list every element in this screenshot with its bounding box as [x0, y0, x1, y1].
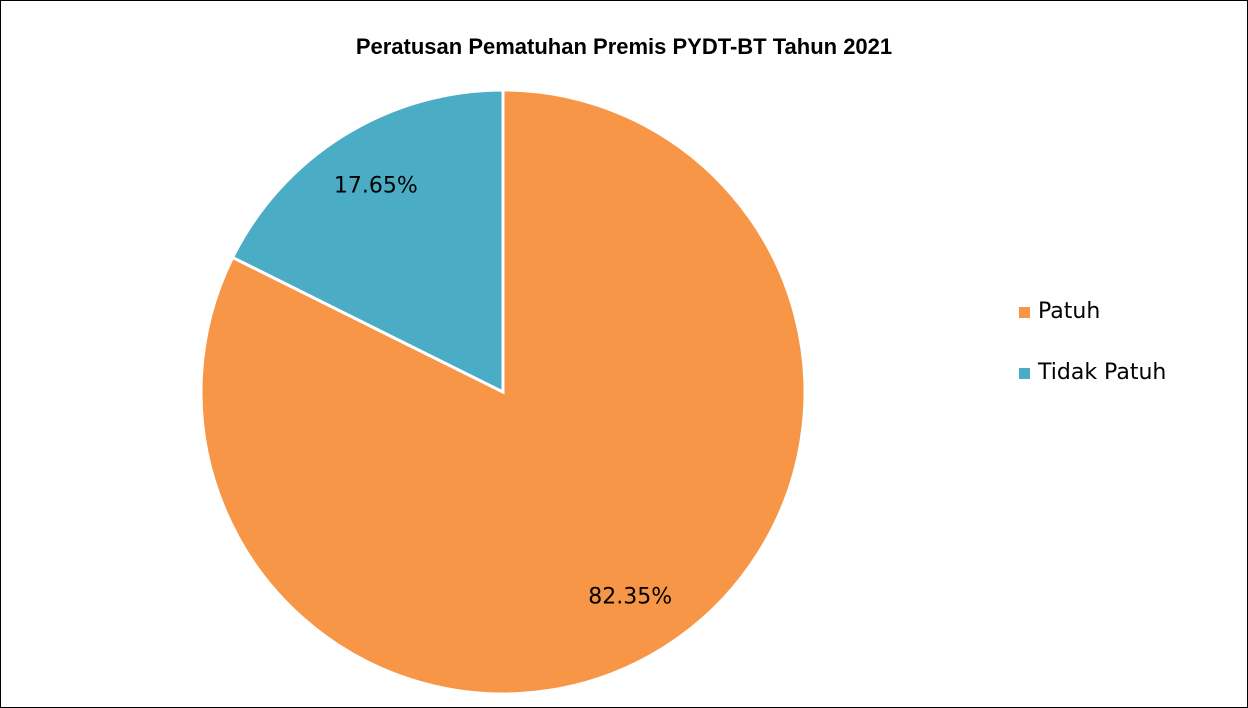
- data-label: 82.35%: [588, 584, 672, 609]
- data-label: 17.65%: [334, 174, 418, 199]
- legend-label: Tidak Patuh: [1037, 360, 1166, 385]
- legend-label: Patuh: [1038, 299, 1100, 324]
- legend-swatch: [1019, 368, 1030, 379]
- pie-slice: [230, 88, 505, 395]
- chart-title: Peratusan Pematuhan Premis PYDT-BT Tahun…: [356, 34, 892, 59]
- legend-swatch: [1019, 307, 1030, 318]
